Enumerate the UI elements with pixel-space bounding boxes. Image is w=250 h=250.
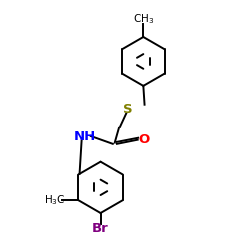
Text: Br: Br xyxy=(92,222,109,235)
Text: S: S xyxy=(123,102,132,116)
Text: O: O xyxy=(139,133,150,146)
Text: NH: NH xyxy=(74,130,96,142)
Text: CH$_3$: CH$_3$ xyxy=(133,12,154,26)
Text: H$_3$C: H$_3$C xyxy=(44,193,66,207)
